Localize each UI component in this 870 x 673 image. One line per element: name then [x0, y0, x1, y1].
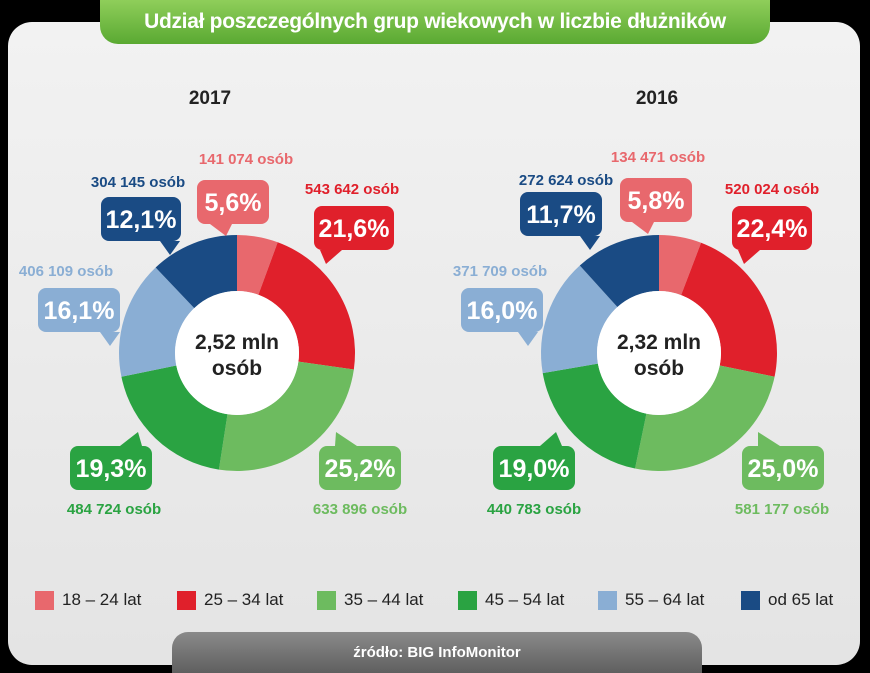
legend-swatch — [317, 590, 336, 610]
slice-45-54-lat — [121, 365, 228, 470]
callout-box-18-24-lat — [620, 178, 692, 222]
callout-box-25-34-lat — [732, 206, 812, 250]
callout-box-55-64-lat — [461, 288, 543, 332]
callout-pointer — [335, 432, 357, 446]
callout-box-25-34-lat — [314, 206, 394, 250]
legend-label: 25 – 34 lat — [204, 590, 284, 609]
slice-18-24-lat — [659, 235, 702, 296]
donut-hole — [597, 291, 721, 415]
slice-35-44-lat — [218, 361, 354, 471]
donut-chart-2017: 2017 2,52 mln osób 5,6% 141 074 osób 21,6% 543… — [19, 88, 407, 518]
count-label: 406 109 osób — [19, 263, 113, 280]
center-total-label: osób — [212, 357, 262, 380]
legend-item-od-65-lat: od 65 lat — [741, 587, 833, 613]
callout-pointer — [518, 332, 538, 346]
center-total-label: osób — [634, 357, 684, 380]
percent-label: 5,6% — [205, 189, 262, 217]
donut-hole — [175, 291, 299, 415]
slice-od-65-lat — [155, 235, 237, 309]
legend-label: 35 – 44 lat — [344, 590, 424, 609]
count-label: 484 724 osób — [67, 501, 161, 518]
percent-label: 12,1% — [106, 206, 177, 234]
count-label: 581 177 osób — [735, 501, 829, 518]
percent-label: 21,6% — [319, 215, 390, 243]
percent-label: 5,8% — [628, 187, 685, 215]
callout-pointer — [120, 432, 142, 446]
callout-box-45-54-lat — [493, 446, 575, 490]
donut-chart-2016: 2016 2,32 mln osób 5,8% 134 471 osób 22,4% 520… — [453, 88, 829, 518]
slice-55-64-lat — [119, 267, 195, 377]
callout-pointer — [210, 224, 232, 236]
legend-label: 55 – 64 lat — [625, 590, 705, 609]
percent-label: 19,0% — [499, 455, 570, 483]
chart-year-title: 2017 — [189, 88, 231, 109]
count-label: 304 145 osób — [91, 174, 185, 191]
slice-35-44-lat — [635, 365, 775, 471]
count-label: 272 624 osób — [519, 172, 613, 189]
count-label: 141 074 osób — [199, 151, 293, 168]
legend-swatch — [177, 590, 196, 610]
callout-box-35-44-lat — [742, 446, 824, 490]
count-label: 543 642 osób — [305, 181, 399, 198]
legend-item-35-44-lat: 35 – 44 lat — [317, 587, 423, 613]
legend-item-25-34-lat: 25 – 34 lat — [177, 587, 283, 613]
legend-item-45-54-lat: 45 – 54 lat — [458, 587, 564, 613]
callout-box-od-65-lat — [101, 197, 181, 241]
center-total-label: 2,32 mln — [617, 331, 701, 354]
slice-od-65-lat — [579, 235, 659, 308]
percent-label: 22,4% — [737, 215, 808, 243]
count-label: 520 024 osób — [725, 181, 819, 198]
callout-pointer — [580, 236, 600, 250]
chart-year-title: 2016 — [636, 88, 678, 109]
legend: 18 – 24 lat 25 – 34 lat 35 – 44 lat 45 – 54… — [0, 587, 870, 613]
legend-swatch — [741, 590, 760, 610]
legend-swatch — [35, 590, 54, 610]
percent-label: 16,0% — [467, 297, 538, 325]
legend-label: 18 – 24 lat — [62, 590, 142, 609]
callout-pointer — [540, 432, 562, 446]
callout-box-45-54-lat — [70, 446, 152, 490]
percent-label: 11,7% — [526, 201, 596, 229]
callout-pointer — [738, 250, 760, 264]
percent-label: 25,0% — [748, 455, 819, 483]
percent-label: 16,1% — [44, 297, 115, 325]
legend-label: od 65 lat — [768, 590, 834, 609]
center-total-label: 2,52 mln — [195, 331, 279, 354]
legend-item-18-24-lat: 18 – 24 lat — [35, 587, 141, 613]
count-label: 371 709 osób — [453, 263, 547, 280]
callout-box-18-24-lat — [197, 180, 269, 224]
legend-label: 45 – 54 lat — [485, 590, 565, 609]
count-label: 440 783 osób — [487, 501, 581, 518]
callout-pointer — [320, 250, 342, 264]
legend-swatch — [458, 590, 477, 610]
percent-label: 19,3% — [76, 455, 147, 483]
slice-25-34-lat — [681, 242, 777, 377]
percent-label: 25,2% — [325, 455, 396, 483]
slice-18-24-lat — [237, 235, 278, 295]
slice-55-64-lat — [541, 265, 618, 374]
callout-pointer — [100, 332, 120, 346]
callout-box-od-65-lat — [520, 192, 602, 236]
callout-box-35-44-lat — [319, 446, 401, 490]
legend-item-55-64-lat: 55 – 64 lat — [598, 587, 704, 613]
callout-pointer — [160, 241, 180, 255]
count-label: 633 896 osób — [313, 501, 407, 518]
callout-pointer — [632, 222, 654, 234]
callout-box-55-64-lat — [38, 288, 120, 332]
callout-pointer — [758, 432, 780, 446]
slice-25-34-lat — [258, 242, 356, 370]
legend-swatch — [598, 590, 617, 610]
count-label: 134 471 osób — [611, 149, 705, 166]
source-note: źródło: BIG InfoMonitor — [172, 632, 702, 673]
slice-45-54-lat — [542, 363, 647, 469]
chart-title: Udział poszczególnych grup wiekowych w l… — [100, 0, 770, 44]
